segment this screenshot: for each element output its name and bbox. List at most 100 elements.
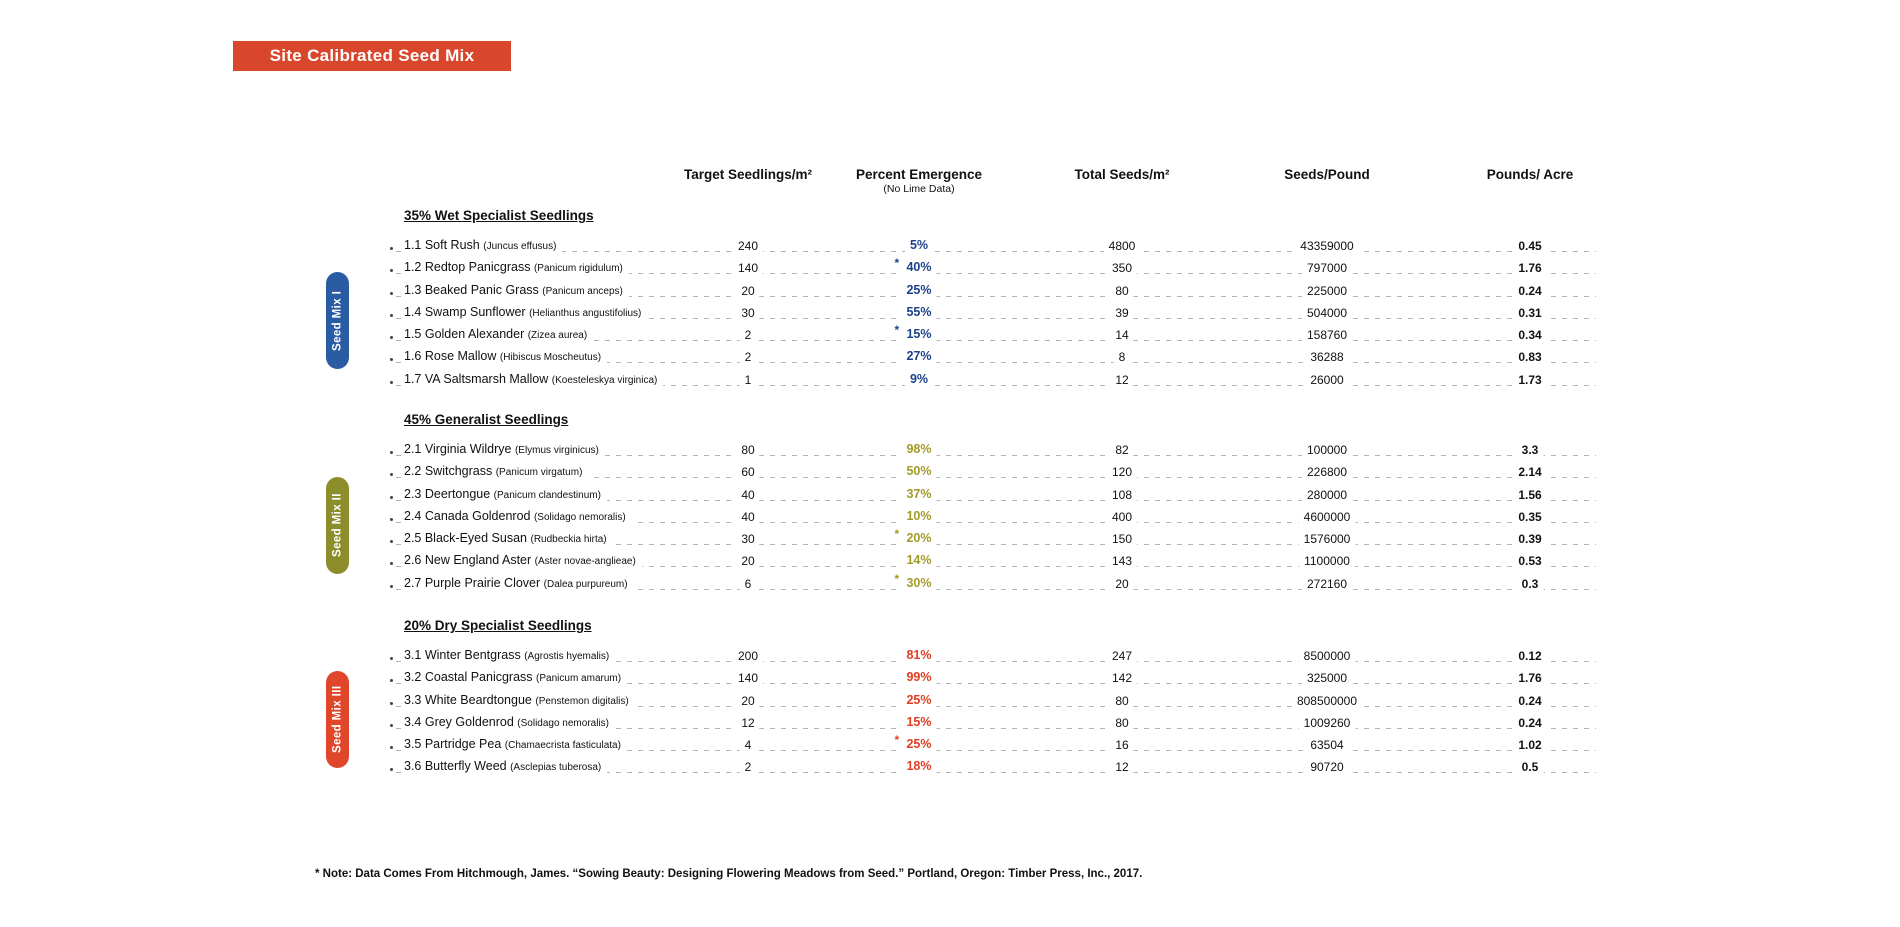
species-name-main: 1.4 Swamp Sunflower xyxy=(404,304,526,319)
species-name-main: 2.2 Switchgrass xyxy=(404,464,493,479)
cell-percent-emergence: 18% xyxy=(901,759,937,774)
section-heading: 45% Generalist Seedlings xyxy=(404,412,569,427)
cell-percent-emergence: 81% xyxy=(901,648,937,662)
species-latin: (Aster novae-anglieae) xyxy=(534,556,636,568)
species-name-main: 2.6 New England Aster xyxy=(404,553,532,568)
species-name-main: 1.1 Soft Rush xyxy=(404,238,480,252)
column-header-percent-emergence: Percent Emergence (No Lime Data) xyxy=(855,167,983,195)
dashed-leader-line xyxy=(396,362,1596,364)
cell-total-seeds: 16 xyxy=(1110,738,1134,753)
row-bullet-dot xyxy=(390,701,393,705)
species-latin: (Asclepias tuberosa) xyxy=(510,762,602,774)
row-bullet-dot xyxy=(390,562,393,566)
emergence-value: 10% xyxy=(906,508,932,523)
cell-total-seeds: 350 xyxy=(1106,261,1138,276)
species-name: 1.3 Beaked Panic Grass (Panicum anceps) xyxy=(404,282,629,297)
cell-total-seeds: 80 xyxy=(1110,693,1134,708)
emergence-asterisk: * xyxy=(894,527,900,542)
emergence-value: 37% xyxy=(906,486,932,501)
dashed-leader-line xyxy=(396,544,1596,546)
emergence-value: 18% xyxy=(906,759,932,774)
species-name-main: 1.3 Beaked Panic Grass xyxy=(404,282,539,297)
table-row: 2.5 Black-Eyed Susan (Rudbeckia hirta) 3… xyxy=(390,527,1596,551)
dashed-leader-line xyxy=(396,566,1596,568)
cell-percent-emergence: 27% xyxy=(901,349,937,364)
species-name: 3.5 Partridge Pea (Chamaecrista fasticul… xyxy=(404,737,627,752)
cell-seeds-per-pound: 43359000 xyxy=(1295,239,1359,253)
table-row: 3.4 Grey Goldenrod (Solidago nemoralis) … xyxy=(390,713,1596,735)
table-section: 20% Dry Specialist Seedlings 3.1 Winter … xyxy=(390,618,1596,780)
cell-total-seeds: 12 xyxy=(1110,760,1134,775)
cell-seeds-per-pound: 8500000 xyxy=(1298,649,1356,663)
row-bullet-dot xyxy=(390,723,393,727)
cell-percent-emergence: 25% xyxy=(901,282,937,297)
species-name-main: 3.1 Winter Bentgrass xyxy=(404,648,521,662)
cell-seeds-per-pound: 272160 xyxy=(1301,576,1353,591)
table-row: 3.6 Butterfly Weed (Asclepias tuberosa) … xyxy=(390,757,1596,779)
cell-target-seedlings: 20 xyxy=(736,693,760,708)
species-latin: (Panicum rigidulum) xyxy=(533,263,623,275)
table-row: 1.1 Soft Rush (Juncus effusus) 240 5% 48… xyxy=(390,236,1596,258)
emergence-asterisk: * xyxy=(894,256,900,271)
emergence-value: 30% xyxy=(906,575,932,590)
cell-target-seedlings: 140 xyxy=(732,671,764,686)
dashed-leader-line xyxy=(396,683,1596,685)
cell-seeds-per-pound: 226800 xyxy=(1301,465,1353,480)
seed-mix-pill-3: Seed Mix III xyxy=(326,671,349,768)
table-row: 1.4 Swamp Sunflower (Helianthus angustif… xyxy=(390,303,1596,325)
page-title: Site Calibrated Seed Mix xyxy=(269,46,475,65)
row-bullet-dot xyxy=(390,679,393,683)
cell-pounds-per-acre: 0.83 xyxy=(1513,350,1547,365)
cell-seeds-per-pound: 158760 xyxy=(1301,328,1353,343)
species-name: 2.5 Black-Eyed Susan (Rudbeckia hirta) xyxy=(404,531,613,546)
emergence-value: 20% xyxy=(906,531,932,546)
species-name: 2.6 New England Aster (Aster novae-angli… xyxy=(404,553,642,568)
cell-total-seeds: 20 xyxy=(1110,576,1134,591)
species-latin: (Penstemon digitalis) xyxy=(535,695,629,707)
cell-target-seedlings: 30 xyxy=(736,532,760,547)
row-bullet-dot xyxy=(390,584,393,588)
seed-mix-pill-2: Seed Mix II xyxy=(326,477,349,574)
species-latin: (Panicum anceps) xyxy=(542,285,623,297)
cell-target-seedlings: 2 xyxy=(739,350,757,365)
table-row: 2.2 Switchgrass (Panicum virgatum) 60 50… xyxy=(390,462,1596,484)
cell-target-seedlings: 2 xyxy=(739,760,757,775)
emergence-value: 99% xyxy=(906,670,932,685)
table-row: 1.6 Rose Mallow (Hibiscus Moscheutus) 2 … xyxy=(390,347,1596,369)
species-latin: (Rudbeckia hirta) xyxy=(530,534,607,546)
species-latin: (Dalea purpureum) xyxy=(543,578,628,590)
cell-percent-emergence: 9% xyxy=(904,371,934,386)
row-bullet-dot xyxy=(390,473,393,477)
title-banner: Site Calibrated Seed Mix xyxy=(233,41,511,71)
row-bullet-dot xyxy=(390,313,393,317)
species-name: 2.1 Virginia Wildrye (Elymus virginicus) xyxy=(404,442,605,456)
dashed-leader-line xyxy=(396,772,1596,774)
emergence-value: 81% xyxy=(906,648,932,662)
species-name: 3.1 Winter Bentgrass (Agrostis hyemalis) xyxy=(404,648,616,662)
cell-percent-emergence: 15% xyxy=(901,714,937,729)
cell-seeds-per-pound: 325000 xyxy=(1301,671,1353,686)
cell-total-seeds: 80 xyxy=(1110,283,1134,298)
cell-target-seedlings: 6 xyxy=(739,576,757,591)
table-row: 3.1 Winter Bentgrass (Agrostis hyemalis)… xyxy=(390,646,1596,668)
cell-target-seedlings: 240 xyxy=(732,239,764,253)
row-bullet-dot xyxy=(390,247,393,250)
cell-percent-emergence: * 15% xyxy=(894,323,937,342)
cell-total-seeds: 4800 xyxy=(1103,239,1141,253)
cell-percent-emergence: * 30% xyxy=(894,572,937,590)
cell-percent-emergence: 55% xyxy=(901,304,937,319)
cell-seeds-per-pound: 36288 xyxy=(1305,350,1349,365)
dashed-leader-line xyxy=(396,477,1596,479)
cell-target-seedlings: 200 xyxy=(732,649,764,663)
dashed-leader-line xyxy=(396,661,1596,662)
species-latin: (Helianthus angustifolius) xyxy=(529,307,642,319)
cell-seeds-per-pound: 90720 xyxy=(1305,760,1349,775)
table-row: 2.7 Purple Prairie Clover (Dalea purpure… xyxy=(390,572,1596,596)
dashed-leader-line xyxy=(396,317,1596,319)
cell-pounds-per-acre: 1.73 xyxy=(1513,372,1547,387)
emergence-asterisk: * xyxy=(894,323,900,338)
species-name: 2.7 Purple Prairie Clover (Dalea purpure… xyxy=(404,575,634,590)
dashed-leader-line xyxy=(396,588,1596,590)
cell-percent-emergence: 50% xyxy=(901,464,937,479)
